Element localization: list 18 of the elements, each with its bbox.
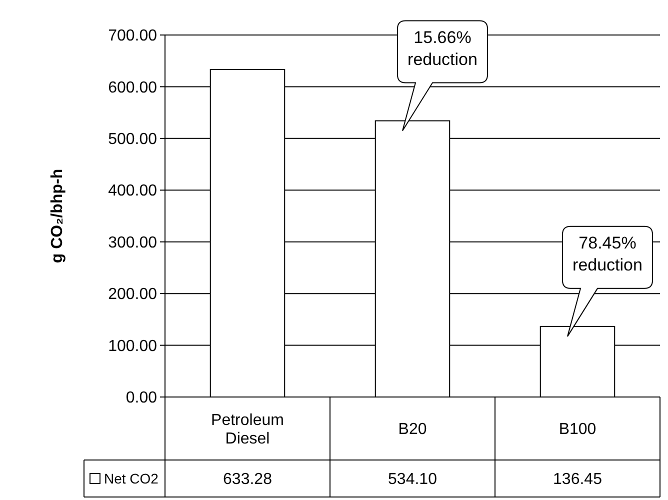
x-tick-label: Petroleum Diesel bbox=[211, 412, 284, 448]
y-tick-label: 500.00 bbox=[108, 131, 158, 148]
data-label: 136.45 bbox=[553, 471, 602, 488]
y-tick-label: 100.00 bbox=[108, 338, 158, 355]
y-tick-label: 400.00 bbox=[108, 182, 158, 200]
data-label: 534.10 bbox=[388, 471, 438, 488]
x-tick-label: B100 bbox=[558, 421, 596, 438]
legend-label: Net CO2 bbox=[104, 470, 159, 486]
y-tick-label: 0.00 bbox=[126, 390, 158, 407]
data-label: 633.28 bbox=[223, 471, 272, 488]
annotation: 15.66% reduction bbox=[408, 28, 478, 69]
y-tick-label: 200.00 bbox=[108, 286, 158, 304]
y-tick-label: 700.00 bbox=[108, 28, 158, 45]
y-tick-label: 300.00 bbox=[108, 234, 158, 252]
y-axis-title: g CO₂/bhp-h bbox=[49, 168, 66, 264]
x-tick-label: B20 bbox=[398, 421, 427, 438]
annotation: 78.45% reduction bbox=[572, 233, 642, 274]
y-tick-label: 600.00 bbox=[108, 79, 158, 96]
